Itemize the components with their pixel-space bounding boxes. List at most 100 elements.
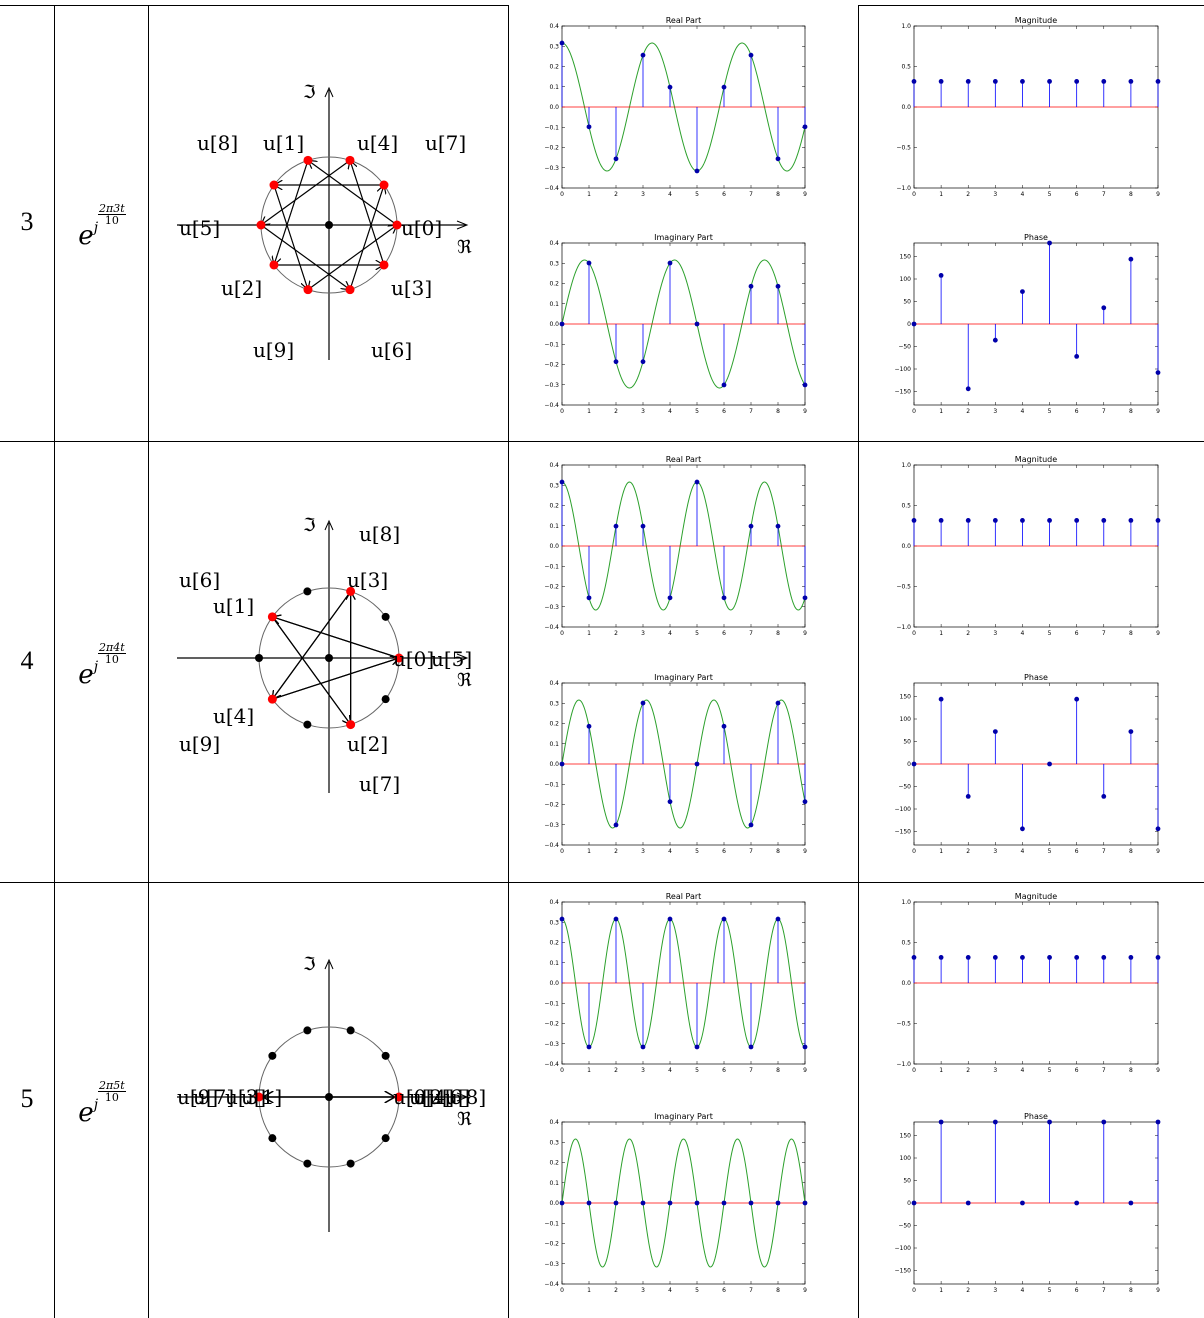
phasor-point (392, 220, 402, 230)
formula-base: e (78, 659, 94, 690)
y-tick-label: 1.0 (901, 462, 911, 469)
y-tick-label: −0.1 (544, 1000, 559, 1007)
chart-mag: Magnitude 0 1 2 3 4 5 6 7 8 9 1.0 0.5 0.0 −0.5 −1.0 (896, 16, 1161, 198)
stem-marker (586, 723, 592, 729)
stem-marker (1074, 518, 1080, 523)
stem-marker (1128, 1200, 1134, 1206)
x-tick-label: 5 (1048, 630, 1052, 637)
stem-marker (1047, 240, 1052, 246)
stem-marker (721, 84, 727, 90)
x-tick-label: 6 (1075, 408, 1079, 415)
phasor-label: u[7] (359, 772, 400, 796)
stem-marker (938, 518, 944, 523)
phasor-arrow (272, 591, 352, 699)
phasor-point (394, 1092, 404, 1102)
phasor-arrow (272, 617, 400, 659)
y-tick-label: 100 (900, 716, 912, 723)
y-tick-label: 0.2 (549, 940, 559, 947)
x-tick-label: 2 (614, 408, 618, 415)
phasor-point (256, 220, 266, 230)
stem-marker (938, 79, 944, 84)
stem-marker (911, 955, 917, 960)
y-tick-label: −0.1 (544, 124, 559, 131)
stem-marker (1155, 1119, 1161, 1125)
phasor-point (381, 695, 390, 704)
imag-axis-arrow (324, 958, 334, 970)
stem-marker (1128, 518, 1134, 523)
stem-marker (1155, 79, 1161, 84)
col-divider-4 (858, 5, 859, 1318)
phasor-point (255, 654, 263, 662)
stem-marker (775, 1200, 781, 1206)
stem-marker (992, 337, 998, 343)
stem-marker (640, 523, 646, 529)
stem-marker (802, 124, 808, 130)
y-tick-label: 0.0 (901, 543, 911, 550)
formula-denominator: 10 (104, 214, 119, 227)
stem-marker (748, 52, 754, 58)
x-tick-label: 1 (939, 1067, 943, 1074)
stem-marker (1128, 729, 1134, 734)
x-tick-label: 6 (1075, 1287, 1079, 1294)
x-tick-label: 1 (939, 848, 943, 855)
y-tick-label: 0.3 (549, 700, 559, 707)
stem-marker (694, 1200, 700, 1206)
y-tick-label: −0.3 (544, 1261, 559, 1268)
x-tick-label: 1 (587, 408, 591, 415)
real-axis-arrow (456, 1092, 469, 1102)
stem-marker (1101, 955, 1107, 960)
stem-marker (559, 916, 565, 922)
y-tick-label: 0.4 (549, 1119, 559, 1126)
stem-marker (748, 822, 754, 828)
stem-marker (748, 1044, 754, 1050)
y-tick-label: −0.3 (544, 1041, 559, 1048)
x-tick-label: 4 (668, 848, 672, 855)
y-tick-label: 150 (900, 694, 912, 701)
x-tick-label: 6 (722, 1287, 726, 1294)
x-tick-label: 3 (993, 630, 997, 637)
x-tick-label: 5 (695, 408, 699, 415)
chart-real: Real Part 0 1 2 3 4 5 6 7 8 9 0.4 0.3 0.2 0.1 0.0 −0.1 −0… (544, 892, 808, 1074)
phasor-point (267, 694, 277, 704)
formula-base: e (78, 1098, 94, 1128)
stem-marker (613, 916, 619, 922)
stem-marker (1101, 79, 1107, 84)
y-tick-label: 0.5 (901, 64, 911, 71)
phasor-point (346, 1026, 355, 1035)
stem-marker (613, 523, 619, 529)
formula-fraction: 2π5t 10 (98, 1080, 126, 1103)
stem-marker (911, 1200, 917, 1206)
x-tick-label: 0 (912, 848, 916, 855)
stem-marker (992, 955, 998, 960)
x-tick-label: 7 (749, 1067, 753, 1074)
stem-marker (1155, 370, 1161, 375)
stem-marker (992, 79, 998, 84)
chart-title: Real Part (666, 16, 702, 25)
x-tick-label: 3 (641, 408, 645, 415)
stem-marker (775, 156, 781, 162)
y-tick-label: 0.5 (901, 940, 911, 947)
y-tick-label: 0.0 (549, 761, 559, 768)
y-tick-label: 100 (900, 1155, 912, 1162)
stem-marker (1155, 518, 1161, 523)
y-tick-label: 0.3 (549, 260, 559, 267)
phasor-label: u[1] (241, 1085, 282, 1109)
row-index: 5 (20, 1084, 34, 1113)
chart-mag: Magnitude 0 1 2 3 4 5 6 7 8 9 1.0 0.5 0.0 −0.5 −1.0 (896, 455, 1161, 637)
formula-j: j (93, 1097, 99, 1113)
y-tick-label: 1.0 (901, 23, 911, 30)
phasor-point (303, 720, 312, 729)
y-tick-label: 0.3 (549, 919, 559, 926)
y-tick-label: 0.4 (549, 240, 559, 247)
phasor-point (303, 155, 313, 165)
y-tick-label: 0.4 (549, 680, 559, 687)
chart-imag: Imaginary Part 0 1 2 3 4 5 6 7 8 9 0.4 0.3 0.2 0.1 0.0 −… (544, 1112, 808, 1294)
phasor-point (346, 1159, 355, 1168)
x-tick-label: 0 (560, 408, 564, 415)
y-tick-label: −100 (895, 366, 912, 373)
phasor-arrow (272, 658, 399, 700)
col-divider-3 (508, 5, 509, 1318)
origin-point (325, 654, 333, 662)
x-tick-label: 6 (722, 1067, 726, 1074)
stem-marker (748, 283, 754, 289)
